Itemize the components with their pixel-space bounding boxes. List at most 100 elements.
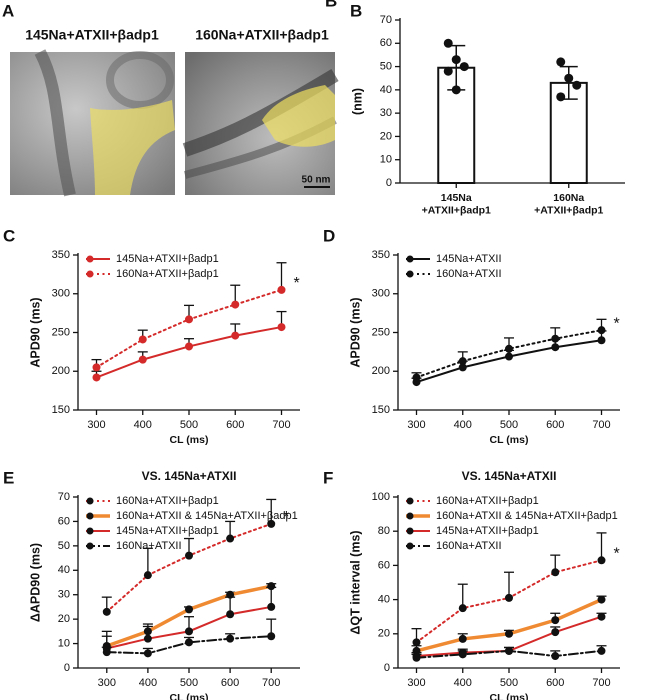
data-point	[564, 73, 574, 83]
data-point	[92, 373, 101, 382]
data-point	[185, 315, 193, 324]
y-tick-label: 250	[52, 326, 70, 338]
annotation: *	[294, 275, 300, 292]
y-axis-label: APD90 (ms)	[348, 297, 362, 367]
y-tick-label: 0	[384, 662, 390, 674]
data-point	[185, 605, 193, 614]
y-tick-label: 350	[372, 249, 390, 261]
data-point	[267, 582, 276, 591]
scale-bar-label: 50 nm	[302, 175, 331, 186]
y-tick-label: 10	[58, 637, 70, 649]
data-point	[102, 607, 111, 616]
data-point	[597, 556, 606, 565]
x-tick-label: 400	[134, 419, 152, 431]
legend-marker	[406, 527, 414, 535]
legend-marker	[86, 255, 94, 263]
legend-marker	[86, 527, 94, 535]
y-tick-label: 60	[58, 515, 70, 527]
x-tick-label: 600	[221, 677, 239, 689]
x-tick-label: 700	[262, 677, 280, 689]
y-tick-label: 40	[380, 84, 392, 96]
panel-label: E	[3, 468, 14, 487]
data-point	[458, 650, 467, 659]
y-tick-label: 20	[58, 613, 70, 625]
x-tick-label: 300	[87, 419, 105, 431]
micrograph	[10, 49, 175, 197]
data-point	[597, 612, 606, 621]
x-axis-label: CL (ms)	[170, 692, 209, 700]
data-point	[551, 568, 560, 577]
data-point	[556, 92, 566, 102]
x-tick-label: 400	[454, 419, 472, 431]
y-tick-label: 70	[380, 14, 392, 26]
x-tick-label: 700	[592, 677, 610, 689]
y-tick-label: 100	[372, 491, 390, 503]
data-point	[143, 634, 152, 643]
x-tick-label: 500	[180, 419, 198, 431]
x-tick-label: 700	[592, 419, 610, 431]
data-point	[551, 628, 560, 637]
legend-label: 145Na+ATXII+βadp1	[436, 525, 539, 537]
x-axis-label: CL (ms)	[490, 434, 529, 446]
legend-marker	[86, 270, 94, 278]
data-point	[505, 646, 513, 655]
legend-marker	[406, 497, 414, 505]
legend-label: 160Na+ATXII	[436, 268, 502, 280]
y-tick-label: 150	[52, 404, 70, 416]
legend-label: 145Na+ATXII+βadp1	[116, 525, 219, 537]
data-point	[412, 638, 421, 647]
x-tick-label: 400	[139, 677, 157, 689]
legend-marker	[86, 542, 94, 550]
data-point	[443, 66, 453, 76]
y-tick-label: 20	[378, 628, 390, 640]
x-tick-label: 300	[407, 419, 425, 431]
data-point	[597, 646, 606, 655]
data-point	[226, 634, 235, 643]
y-tick-label: 60	[380, 37, 392, 49]
panel-label: B	[350, 1, 362, 20]
data-point	[451, 55, 461, 65]
data-point	[226, 534, 235, 543]
y-tick-label: 80	[378, 525, 390, 537]
legend-marker	[406, 512, 414, 520]
data-point	[505, 344, 513, 353]
data-point	[267, 519, 276, 528]
data-point	[277, 285, 286, 294]
y-tick-label: 200	[372, 365, 390, 377]
x-axis-label: CL (ms)	[490, 692, 529, 700]
legend-marker	[406, 542, 414, 550]
data-point	[458, 363, 467, 372]
data-point	[505, 629, 513, 638]
data-point	[458, 357, 467, 366]
legend-label: 160Na+ATXII	[116, 540, 182, 552]
y-tick-label: 50	[58, 540, 70, 552]
y-tick-label: 10	[380, 154, 392, 166]
data-point	[459, 62, 469, 72]
data-point	[277, 323, 286, 332]
series-line	[95, 326, 283, 379]
data-point	[551, 343, 560, 352]
data-point	[556, 57, 566, 67]
y-tick-label: 200	[52, 365, 70, 377]
x-tick-label: 145Na +ATXII+βadp1	[422, 192, 491, 217]
data-point	[138, 355, 147, 364]
data-point	[443, 38, 453, 48]
data-point	[458, 634, 467, 643]
data-point	[267, 632, 276, 641]
legend-label: 160Na+ATXII & 145Na+ATXII+βadp1	[116, 510, 298, 522]
legend-label: 160Na+ATXII & 145Na+ATXII+βadp1	[436, 510, 618, 522]
x-tick-label: 500	[180, 677, 198, 689]
data-point	[551, 652, 560, 661]
data-point	[143, 649, 152, 658]
data-point	[597, 326, 606, 335]
data-point	[185, 627, 193, 636]
y-axis-label: APD90 (ms)	[28, 297, 42, 367]
data-point	[185, 551, 193, 560]
data-point	[597, 595, 606, 604]
y-tick-label: 60	[378, 559, 390, 571]
data-point	[226, 610, 235, 619]
y-axis-label: ΔAPD90 (ms)	[28, 543, 42, 622]
panel-label: B	[325, 0, 337, 10]
y-axis-label: ΔQT interval (ms)	[348, 530, 362, 634]
